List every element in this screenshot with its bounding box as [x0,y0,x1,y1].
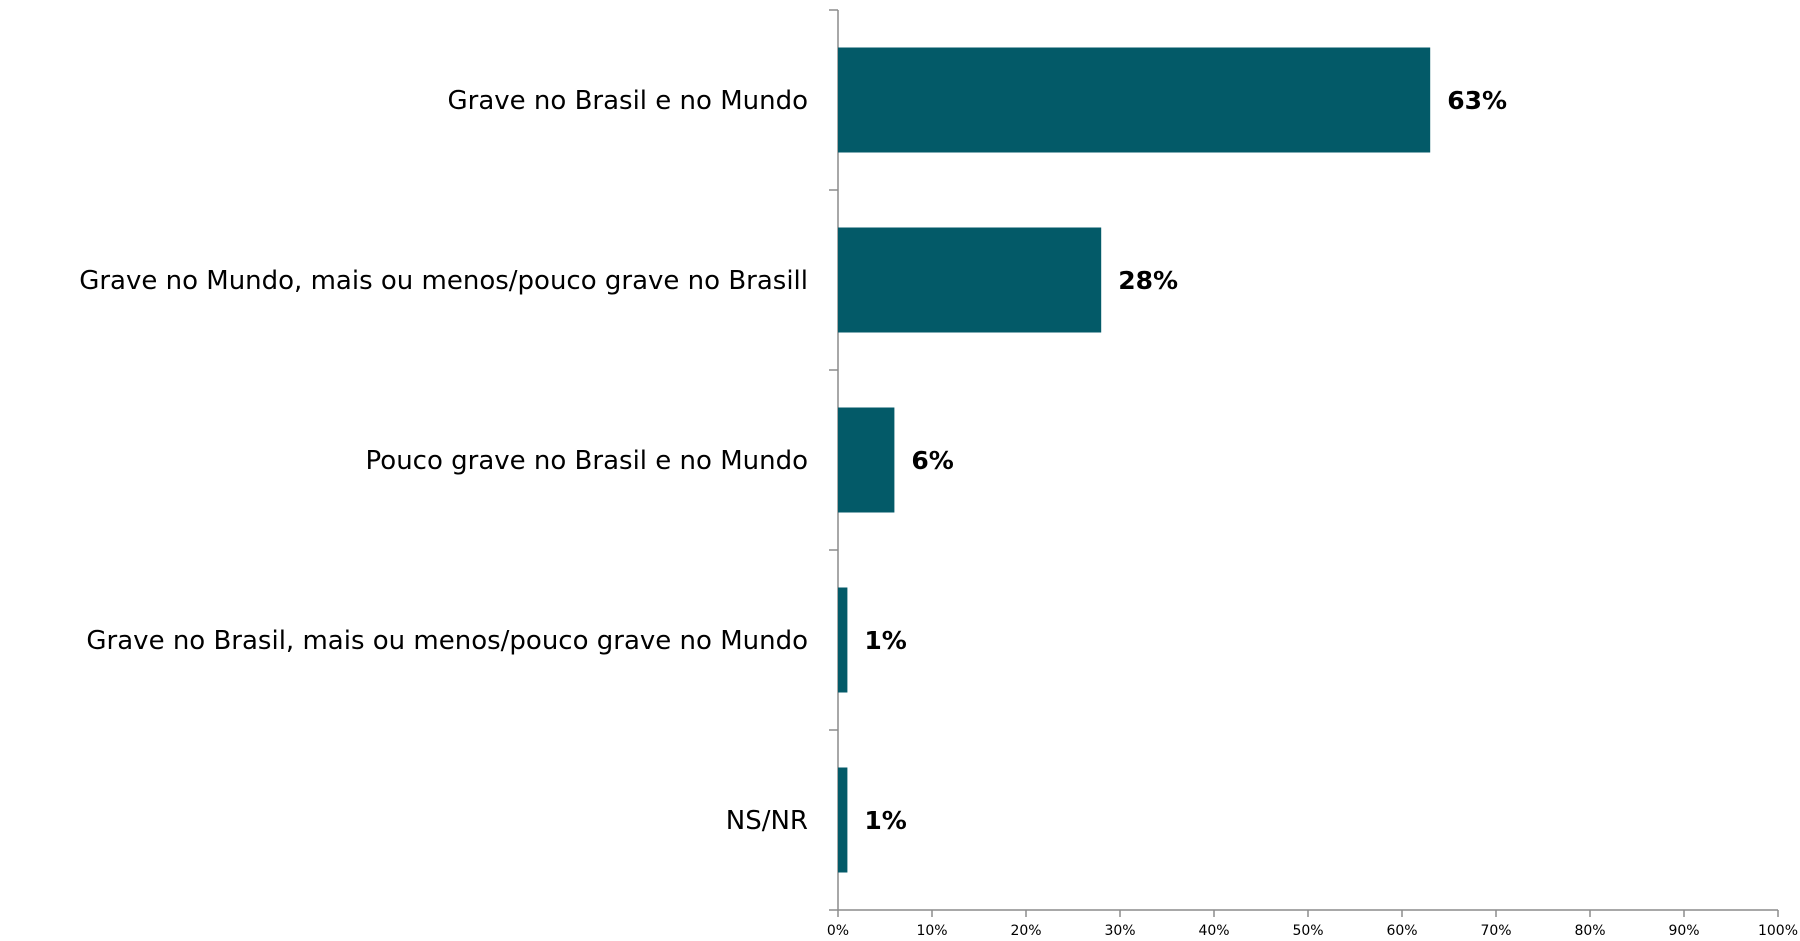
x-tick-label: 50% [1292,923,1323,939]
chart-bars [838,47,1431,873]
category-label: Grave no Brasil, mais ou menos/pouco gra… [86,626,808,656]
bar [838,227,1102,333]
data-label: 1% [864,626,906,655]
category-label: NS/NR [726,806,808,836]
category-label: Grave no Brasil e no Mundo [448,86,809,116]
x-tick-label: 70% [1480,923,1511,939]
data-label: 1% [864,806,906,835]
bar [838,47,1431,153]
x-tick-label: 0% [827,923,849,939]
x-tick-label: 40% [1198,923,1229,939]
x-tick-label: 20% [1010,923,1041,939]
data-label: 6% [911,446,953,475]
bar [838,767,848,873]
category-label: Pouco grave no Brasil e no Mundo [366,446,808,476]
x-tick-label: 60% [1386,923,1417,939]
x-tick-label: 10% [916,923,947,939]
x-tick-label: 100% [1758,923,1798,939]
x-tick-label: 90% [1668,923,1699,939]
chart-labels: 0% 10% 20% 30% 40% 50% 60% 70% 80% 90% 100% Grave n… [79,86,1798,939]
category-label: Grave no Mundo, mais ou menos/pouco grav… [79,266,808,296]
x-tick-label: 30% [1104,923,1135,939]
bar [838,587,848,693]
data-label: 28% [1118,266,1178,295]
data-label: 63% [1447,86,1507,115]
x-tick-label: 80% [1574,923,1605,939]
bar [838,407,895,513]
